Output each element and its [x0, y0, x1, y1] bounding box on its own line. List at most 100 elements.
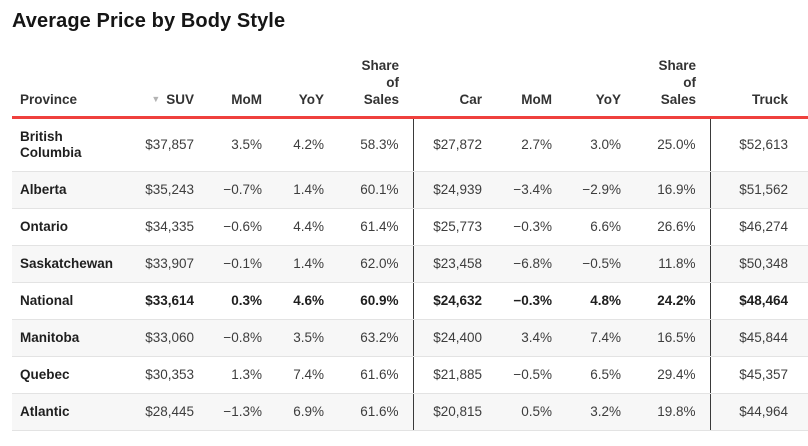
car-value-cell: $24,400	[412, 319, 496, 357]
column-label: Truck	[751, 92, 788, 107]
car_share-value-cell: 25.0%	[635, 117, 710, 172]
average-price-table: Province ▼ SUV MoM YoY Share of Sales Car MoM Yo…	[12, 42, 808, 431]
car_share-value-cell: 24.2%	[635, 282, 710, 320]
car-value-cell: $20,815	[412, 393, 496, 431]
column-label: YoY	[595, 92, 621, 107]
province-cell: Quebec	[12, 356, 144, 394]
suv-value-cell: $34,335	[144, 208, 208, 246]
suv_yoy-value-cell: 6.9%	[276, 393, 338, 431]
column-header-suv[interactable]: ▼ SUV	[144, 42, 208, 119]
column-header-truck[interactable]: Truck	[710, 42, 808, 119]
province-cell: Saskatchewan	[12, 245, 144, 283]
column-label: Province	[20, 92, 78, 107]
suv-value-cell: $33,060	[144, 319, 208, 357]
suv_yoy-value-cell: 1.4%	[276, 245, 338, 283]
column-label: YoY	[298, 92, 324, 107]
suv_share-value-cell: 61.6%	[338, 393, 413, 431]
suv_share-value-cell: 58.3%	[338, 117, 413, 172]
car_share-value-cell: 29.4%	[635, 356, 710, 394]
table-row: Ontario $34,335 −0.6% 4.4% 61.4% $25,773 −0.3%…	[12, 208, 808, 246]
suv_yoy-value-cell: 1.4%	[276, 171, 338, 209]
column-label: MoM	[231, 92, 262, 107]
table-row: Alberta $35,243 −0.7% 1.4% 60.1% $24,939 −3.4%…	[12, 171, 808, 209]
car-value-cell: $24,939	[412, 171, 496, 209]
column-label: Share of Sales	[361, 58, 399, 107]
car_mom-value-cell: −0.3%	[496, 208, 566, 246]
truck-value-cell: $50,348	[709, 245, 808, 283]
car_yoy-value-cell: 3.2%	[566, 393, 635, 431]
suv_mom-value-cell: 3.5%	[208, 117, 276, 172]
header-row: Province ▼ SUV MoM YoY Share of Sales Car MoM Yo…	[12, 42, 808, 119]
suv_mom-value-cell: −0.1%	[208, 245, 276, 283]
suv_mom-value-cell: −0.7%	[208, 171, 276, 209]
table-row: Quebec $30,353 1.3% 7.4% 61.6% $21,885 −0.5% 6.…	[12, 356, 808, 394]
province-cell: Manitoba	[12, 319, 144, 357]
car_mom-value-cell: −0.3%	[496, 282, 566, 320]
car_yoy-value-cell: 6.5%	[566, 356, 635, 394]
page-title: Average Price by Body Style	[12, 10, 286, 32]
table-row: Atlantic $28,445 −1.3% 6.9% 61.6% $20,815 0.5%…	[12, 393, 808, 431]
car_mom-value-cell: −0.5%	[496, 356, 566, 394]
car_mom-value-cell: −3.4%	[496, 171, 566, 209]
truck-value-cell: $46,274	[709, 208, 808, 246]
suv-value-cell: $33,614	[144, 282, 208, 320]
suv_yoy-value-cell: 4.4%	[276, 208, 338, 246]
column-header-suv_mom[interactable]: MoM	[208, 42, 276, 119]
car-value-cell: $25,773	[412, 208, 496, 246]
car_mom-value-cell: 2.7%	[496, 117, 566, 172]
car_share-value-cell: 26.6%	[635, 208, 710, 246]
province-cell: National	[12, 282, 144, 320]
suv_share-value-cell: 60.1%	[338, 171, 413, 209]
column-header-suv_share[interactable]: Share of Sales	[338, 42, 413, 119]
car_share-value-cell: 16.9%	[635, 171, 710, 209]
car_yoy-value-cell: −2.9%	[566, 171, 635, 209]
table-row: British Columbia $37,857 3.5% 4.2% 58.3% $27,…	[12, 117, 808, 172]
column-header-car_yoy[interactable]: YoY	[566, 42, 635, 119]
suv_mom-value-cell: −0.8%	[208, 319, 276, 357]
column-header-suv_yoy[interactable]: YoY	[276, 42, 338, 119]
car-value-cell: $27,872	[412, 117, 496, 172]
table-row: National $33,614 0.3% 4.6% 60.9% $24,632 −0.3%…	[12, 282, 808, 320]
truck-value-cell: $45,357	[709, 356, 808, 394]
suv_share-value-cell: 63.2%	[338, 319, 413, 357]
suv_mom-value-cell: 1.3%	[208, 356, 276, 394]
table-row: Manitoba $33,060 −0.8% 3.5% 63.2% $24,400 3.4%…	[12, 319, 808, 357]
province-cell: Ontario	[12, 208, 144, 246]
car_share-value-cell: 11.8%	[635, 245, 710, 283]
car_mom-value-cell: −6.8%	[496, 245, 566, 283]
sort-descending-icon: ▼	[151, 94, 161, 104]
suv-value-cell: $37,857	[144, 117, 208, 172]
suv_mom-value-cell: −1.3%	[208, 393, 276, 431]
car_mom-value-cell: 3.4%	[496, 319, 566, 357]
suv_share-value-cell: 61.4%	[338, 208, 413, 246]
truck-value-cell: $52,613	[709, 117, 808, 172]
suv_mom-value-cell: −0.6%	[208, 208, 276, 246]
column-label: MoM	[521, 92, 552, 107]
province-cell: Atlantic	[12, 393, 144, 431]
suv_yoy-value-cell: 7.4%	[276, 356, 338, 394]
car-value-cell: $23,458	[412, 245, 496, 283]
car_yoy-value-cell: 4.8%	[566, 282, 635, 320]
car-value-cell: $24,632	[412, 282, 496, 320]
suv-value-cell: $35,243	[144, 171, 208, 209]
province-cell: Alberta	[12, 171, 144, 209]
car_yoy-value-cell: 6.6%	[566, 208, 635, 246]
suv_yoy-value-cell: 4.6%	[276, 282, 338, 320]
column-label: Share of Sales	[658, 58, 696, 107]
suv-value-cell: $33,907	[144, 245, 208, 283]
column-header-province[interactable]: Province	[12, 42, 144, 119]
column-header-car_share[interactable]: Share of Sales	[635, 42, 710, 119]
suv_yoy-value-cell: 4.2%	[276, 117, 338, 172]
car-value-cell: $21,885	[412, 356, 496, 394]
truck-value-cell: $48,464	[709, 282, 808, 320]
column-label: SUV	[166, 92, 194, 107]
table-body: British Columbia $37,857 3.5% 4.2% 58.3% $27,…	[12, 117, 808, 431]
truck-value-cell: $51,562	[709, 171, 808, 209]
column-header-car_mom[interactable]: MoM	[496, 42, 566, 119]
suv_share-value-cell: 60.9%	[338, 282, 413, 320]
car_yoy-value-cell: 3.0%	[566, 117, 635, 172]
column-header-car[interactable]: Car	[413, 42, 496, 119]
suv_yoy-value-cell: 3.5%	[276, 319, 338, 357]
car_share-value-cell: 16.5%	[635, 319, 710, 357]
suv_share-value-cell: 62.0%	[338, 245, 413, 283]
